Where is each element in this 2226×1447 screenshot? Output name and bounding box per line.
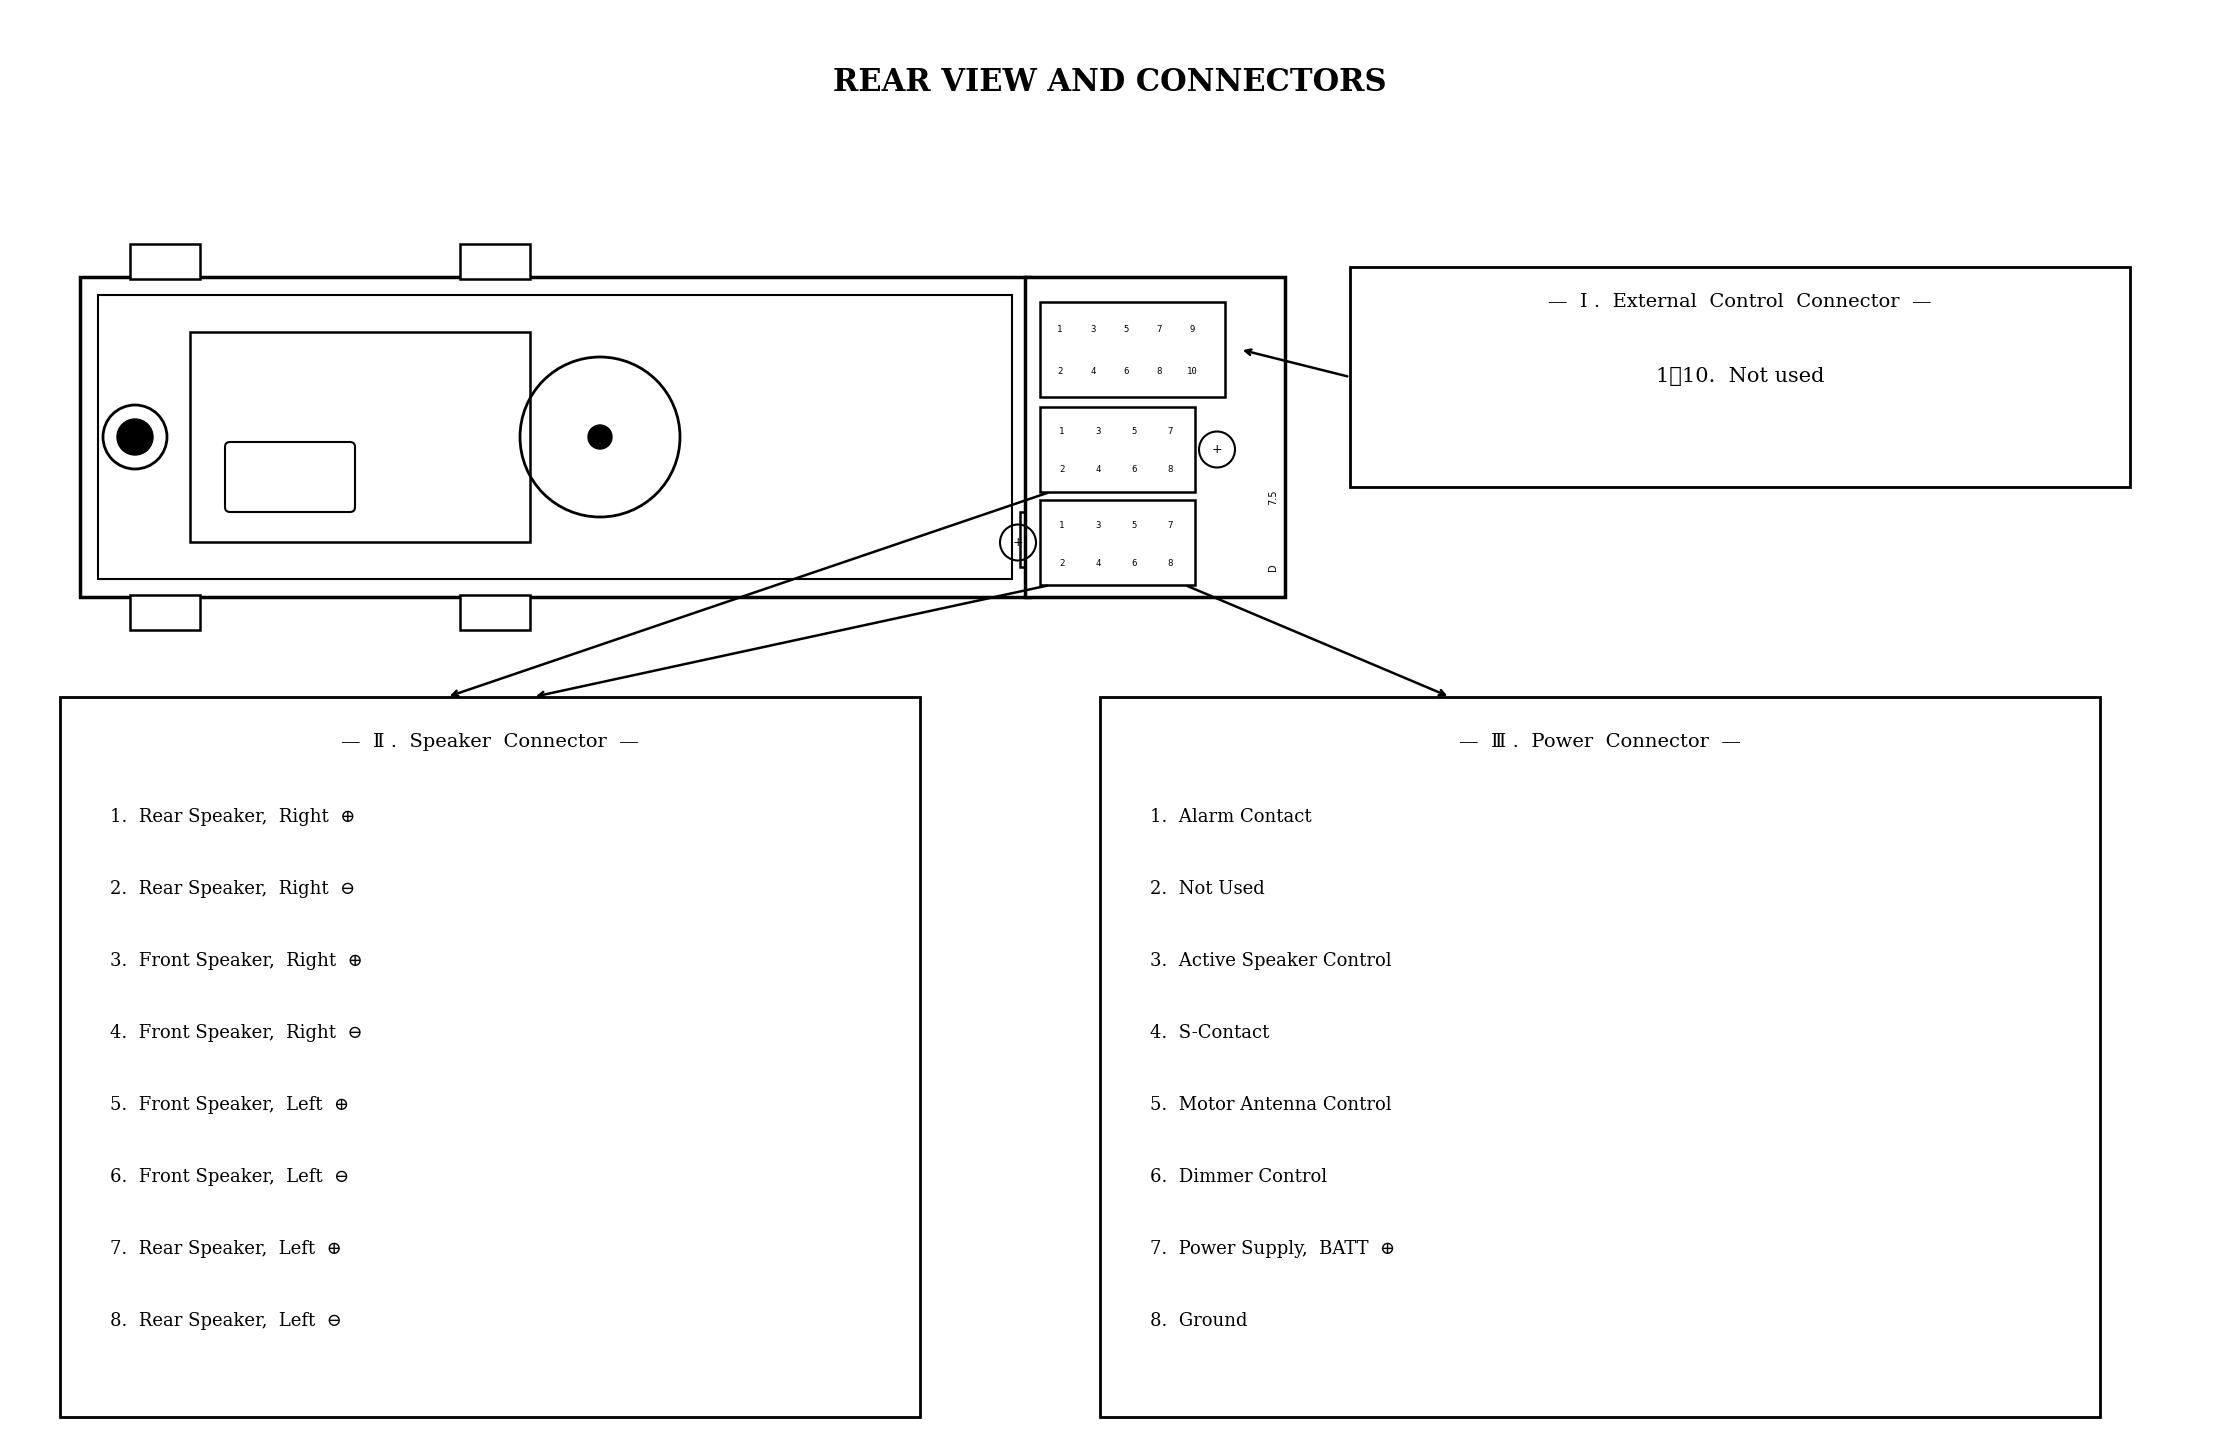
Text: —  Ⅲ .  Power  Connector  —: — Ⅲ . Power Connector —: [1458, 734, 1741, 751]
Text: 1: 1: [1060, 521, 1064, 530]
Text: 5: 5: [1131, 427, 1137, 437]
Text: —  I .  External  Control  Connector  —: — I . External Control Connector —: [1549, 292, 1932, 311]
Text: 2.  Not Used: 2. Not Used: [1151, 880, 1264, 899]
Text: 6: 6: [1131, 466, 1137, 475]
Text: 4: 4: [1095, 466, 1100, 475]
Text: 5: 5: [1131, 521, 1137, 530]
Circle shape: [118, 420, 154, 454]
Text: +: +: [1211, 443, 1222, 456]
Text: D: D: [1269, 563, 1278, 570]
Text: 7: 7: [1155, 324, 1162, 333]
Text: 7: 7: [1166, 521, 1173, 530]
Text: 6: 6: [1124, 368, 1129, 376]
Text: 1.  Rear Speaker,  Right  ⊕: 1. Rear Speaker, Right ⊕: [109, 807, 356, 826]
Text: 2: 2: [1060, 466, 1064, 475]
FancyBboxPatch shape: [1024, 276, 1284, 598]
Text: 3.  Front Speaker,  Right  ⊕: 3. Front Speaker, Right ⊕: [109, 952, 363, 969]
Circle shape: [588, 425, 612, 449]
Text: 5.  Motor Antenna Control: 5. Motor Antenna Control: [1151, 1095, 1391, 1114]
Text: 3: 3: [1095, 521, 1100, 530]
FancyBboxPatch shape: [1349, 268, 2130, 488]
Text: 6.  Front Speaker,  Left  ⊖: 6. Front Speaker, Left ⊖: [109, 1168, 349, 1187]
Text: 3: 3: [1095, 427, 1100, 437]
Text: 2: 2: [1060, 559, 1064, 567]
FancyBboxPatch shape: [1040, 407, 1195, 492]
Text: 2: 2: [1057, 368, 1062, 376]
FancyBboxPatch shape: [80, 276, 1031, 598]
Text: 7.5: 7.5: [1269, 489, 1278, 505]
FancyBboxPatch shape: [461, 595, 530, 629]
FancyBboxPatch shape: [60, 697, 919, 1417]
Text: 8: 8: [1155, 368, 1162, 376]
Text: 4: 4: [1091, 368, 1095, 376]
FancyBboxPatch shape: [129, 595, 200, 629]
FancyBboxPatch shape: [225, 441, 354, 512]
Text: REAR VIEW AND CONNECTORS: REAR VIEW AND CONNECTORS: [833, 67, 1387, 98]
FancyBboxPatch shape: [129, 245, 200, 279]
Text: 1～10.  Not used: 1～10. Not used: [1656, 368, 1823, 386]
FancyBboxPatch shape: [461, 245, 530, 279]
FancyBboxPatch shape: [1040, 501, 1195, 585]
Text: +: +: [1013, 535, 1024, 548]
Text: 2.  Rear Speaker,  Right  ⊖: 2. Rear Speaker, Right ⊖: [109, 880, 356, 899]
Text: 6.  Dimmer Control: 6. Dimmer Control: [1151, 1168, 1327, 1187]
Text: 5.  Front Speaker,  Left  ⊕: 5. Front Speaker, Left ⊕: [109, 1095, 349, 1114]
Text: 1: 1: [1057, 324, 1062, 333]
Text: 9: 9: [1189, 324, 1195, 333]
Text: 8.  Ground: 8. Ground: [1151, 1312, 1247, 1330]
Text: 8: 8: [1166, 559, 1173, 567]
Text: —  Ⅱ .  Speaker  Connector  —: — Ⅱ . Speaker Connector —: [341, 734, 639, 751]
Text: 4.  S-Contact: 4. S-Contact: [1151, 1024, 1269, 1042]
Text: 1.  Alarm Contact: 1. Alarm Contact: [1151, 807, 1311, 826]
FancyBboxPatch shape: [1020, 512, 1055, 567]
Text: 8: 8: [1166, 466, 1173, 475]
Text: 7: 7: [1166, 427, 1173, 437]
Text: 6: 6: [1131, 559, 1137, 567]
FancyBboxPatch shape: [1100, 697, 2099, 1417]
Text: 7.  Rear Speaker,  Left  ⊕: 7. Rear Speaker, Left ⊕: [109, 1240, 343, 1257]
Text: 7.  Power Supply,  BATT  ⊕: 7. Power Supply, BATT ⊕: [1151, 1240, 1396, 1257]
Text: 10: 10: [1186, 368, 1198, 376]
Text: 1: 1: [1060, 427, 1064, 437]
Text: 4: 4: [1095, 559, 1100, 567]
Text: 8.  Rear Speaker,  Left  ⊖: 8. Rear Speaker, Left ⊖: [109, 1312, 343, 1330]
Text: 3.  Active Speaker Control: 3. Active Speaker Control: [1151, 952, 1391, 969]
FancyBboxPatch shape: [189, 331, 530, 543]
Text: 4.  Front Speaker,  Right  ⊖: 4. Front Speaker, Right ⊖: [109, 1024, 363, 1042]
Text: 5: 5: [1124, 324, 1129, 333]
FancyBboxPatch shape: [1040, 302, 1224, 396]
FancyBboxPatch shape: [98, 295, 1013, 579]
Text: 3: 3: [1091, 324, 1095, 333]
